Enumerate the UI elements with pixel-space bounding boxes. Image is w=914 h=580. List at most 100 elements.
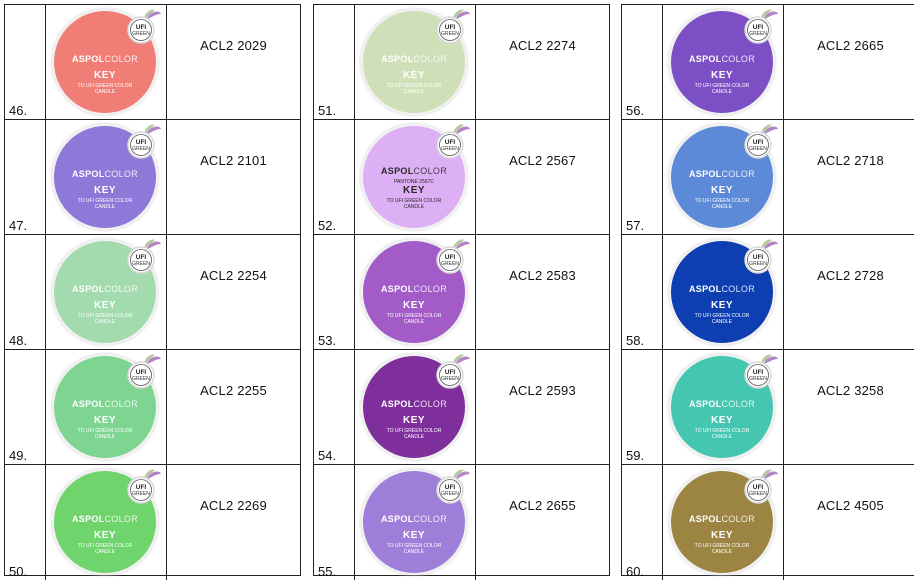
svg-text:GREEN: GREEN bbox=[441, 376, 459, 382]
ufi-green-badge-icon: UFI GREEN bbox=[127, 469, 161, 504]
catalog-row: 58. ASPOLCOLOR KEY TO UFI GREEN COLOR CAN… bbox=[622, 235, 914, 350]
swatch-cell: ASPOLCOLOR KEY TO UFI GREEN COLOR CANDLE … bbox=[354, 5, 476, 119]
key-label: KEY bbox=[93, 415, 117, 426]
svg-text:UFI: UFI bbox=[136, 139, 147, 146]
svg-text:GREEN: GREEN bbox=[441, 261, 459, 267]
ufi-green-badge-icon: UFI GREEN bbox=[436, 239, 470, 274]
catalog-row: 47. ASPOLCOLOR KEY TO UFI GREEN COLOR CAN… bbox=[5, 120, 300, 235]
color-code: ACL2 2029 bbox=[200, 37, 267, 53]
catalog-row: 53. ASPOLCOLOR KEY TO UFI GREEN COLOR CAN… bbox=[314, 235, 609, 350]
svg-text:GREEN: GREEN bbox=[749, 491, 767, 497]
brand-label: ASPOLCOLOR bbox=[71, 514, 139, 524]
catalog-row: 51. ASPOLCOLOR KEY TO UFI GREEN COLOR CAN… bbox=[314, 5, 609, 120]
key-label: KEY bbox=[402, 300, 426, 311]
item-number: 48. bbox=[9, 333, 28, 348]
item-number: 49. bbox=[9, 448, 28, 463]
ufi-green-badge-icon: UFI GREEN bbox=[436, 9, 470, 44]
color-code: ACL2 2274 bbox=[509, 37, 576, 53]
key-label: KEY bbox=[93, 70, 117, 81]
key-subtitle: TO UFI GREEN COLOR CANDLE bbox=[694, 313, 750, 325]
svg-text:GREEN: GREEN bbox=[132, 31, 150, 37]
brand-label: ASPOLCOLOR bbox=[71, 399, 139, 409]
ufi-green-badge-icon: UFI GREEN bbox=[127, 124, 161, 159]
svg-text:GREEN: GREEN bbox=[749, 261, 767, 267]
svg-text:UFI: UFI bbox=[445, 139, 456, 146]
key-label: KEY bbox=[93, 300, 117, 311]
key-subtitle: TO UFI GREEN COLOR CANDLE bbox=[694, 83, 750, 95]
svg-text:UFI: UFI bbox=[136, 369, 147, 376]
key-subtitle: TO UFI GREEN COLOR CANDLE bbox=[386, 543, 442, 555]
color-code: ACL2 2665 bbox=[817, 37, 884, 53]
ufi-green-badge-icon: UFI GREEN bbox=[744, 354, 778, 389]
color-code: ACL2 2567 bbox=[509, 152, 576, 168]
brand-label: ASPOLCOLOR bbox=[688, 54, 756, 64]
swatch-cell: ASPOLCOLOR KEY TO UFI GREEN COLOR CANDLE … bbox=[354, 350, 476, 464]
key-subtitle: TO UFI GREEN COLOR CANDLE bbox=[77, 428, 133, 440]
ufi-green-badge-icon: UFI GREEN bbox=[744, 124, 778, 159]
item-number: 47. bbox=[9, 218, 28, 233]
color-code: ACL2 2101 bbox=[200, 152, 267, 168]
key-label: KEY bbox=[402, 415, 426, 426]
color-code: ACL2 2593 bbox=[509, 382, 576, 398]
swatch-cell: ASPOLCOLOR KEY TO UFI GREEN COLOR CANDLE … bbox=[662, 120, 784, 234]
svg-text:GREEN: GREEN bbox=[441, 31, 459, 37]
catalog-row: 57. ASPOLCOLOR KEY TO UFI GREEN COLOR CAN… bbox=[622, 120, 914, 235]
swatch-cell: ASPOLCOLOR KEY TO UFI GREEN COLOR CANDLE … bbox=[45, 235, 167, 349]
key-label: KEY bbox=[402, 530, 426, 541]
svg-text:UFI: UFI bbox=[136, 254, 147, 261]
swatch-cell: PANTONE 2567C ASPOLCOLOR KEY TO UFI GREE… bbox=[354, 120, 476, 234]
ufi-green-badge-icon: UFI GREEN bbox=[127, 239, 161, 274]
catalog-row: 52. PANTONE 2567C ASPOLCOLOR KEY TO UFI … bbox=[314, 120, 609, 235]
ufi-green-badge-icon: UFI GREEN bbox=[127, 354, 161, 389]
key-subtitle: TO UFI GREEN COLOR CANDLE bbox=[386, 313, 442, 325]
ufi-green-badge-icon: UFI GREEN bbox=[744, 469, 778, 504]
swatch-cell: ASPOLCOLOR KEY TO UFI GREEN COLOR CANDLE … bbox=[662, 465, 784, 580]
brand-label: ASPOLCOLOR bbox=[688, 514, 756, 524]
brand-label: ASPOLCOLOR bbox=[380, 514, 448, 524]
key-label: KEY bbox=[710, 185, 734, 196]
swatch-cell: ASPOLCOLOR KEY TO UFI GREEN COLOR CANDLE … bbox=[354, 235, 476, 349]
catalog-row: 46. ASPOLCOLOR KEY TO UFI GREEN COLOR CAN… bbox=[5, 5, 300, 120]
svg-text:UFI: UFI bbox=[753, 139, 764, 146]
svg-text:GREEN: GREEN bbox=[132, 146, 150, 152]
item-number: 50. bbox=[9, 564, 28, 579]
catalog-row: 54. ASPOLCOLOR KEY TO UFI GREEN COLOR CAN… bbox=[314, 350, 609, 465]
color-code: ACL2 3258 bbox=[817, 382, 884, 398]
catalog-row: 48. ASPOLCOLOR KEY TO UFI GREEN COLOR CAN… bbox=[5, 235, 300, 350]
brand-label: ASPOLCOLOR bbox=[380, 54, 448, 64]
key-label: KEY bbox=[93, 530, 117, 541]
catalog-row: 59. ASPOLCOLOR KEY TO UFI GREEN COLOR CAN… bbox=[622, 350, 914, 465]
swatch-cell: ASPOLCOLOR KEY TO UFI GREEN COLOR CANDLE … bbox=[354, 465, 476, 580]
catalog-column: 51. ASPOLCOLOR KEY TO UFI GREEN COLOR CAN… bbox=[313, 4, 610, 580]
catalog-row: 50. ASPOLCOLOR KEY TO UFI GREEN COLOR CAN… bbox=[5, 465, 300, 580]
svg-text:UFI: UFI bbox=[445, 24, 456, 31]
key-subtitle: TO UFI GREEN COLOR CANDLE bbox=[386, 428, 442, 440]
svg-text:UFI: UFI bbox=[136, 484, 147, 491]
key-label: KEY bbox=[93, 185, 117, 196]
brand-label: ASPOLCOLOR bbox=[688, 284, 756, 294]
swatch-cell: ASPOLCOLOR KEY TO UFI GREEN COLOR CANDLE … bbox=[662, 350, 784, 464]
catalog-row: 56. ASPOLCOLOR KEY TO UFI GREEN COLOR CAN… bbox=[622, 5, 914, 120]
item-number: 58. bbox=[626, 333, 645, 348]
svg-text:UFI: UFI bbox=[445, 369, 456, 376]
svg-text:GREEN: GREEN bbox=[441, 146, 459, 152]
color-code: ACL2 4505 bbox=[817, 497, 884, 513]
color-code: ACL2 2583 bbox=[509, 267, 576, 283]
item-number: 59. bbox=[626, 448, 645, 463]
brand-label: ASPOLCOLOR bbox=[688, 169, 756, 179]
ufi-green-badge-icon: UFI GREEN bbox=[436, 469, 470, 504]
svg-text:GREEN: GREEN bbox=[132, 491, 150, 497]
color-code: ACL2 2269 bbox=[200, 497, 267, 513]
catalog-row: 60. ASPOLCOLOR KEY TO UFI GREEN COLOR CAN… bbox=[622, 465, 914, 580]
item-number: 53. bbox=[318, 333, 337, 348]
color-code: ACL2 2718 bbox=[817, 152, 884, 168]
item-number: 46. bbox=[9, 103, 28, 118]
key-subtitle: TO UFI GREEN COLOR CANDLE bbox=[694, 543, 750, 555]
svg-text:GREEN: GREEN bbox=[749, 146, 767, 152]
key-subtitle: TO UFI GREEN COLOR CANDLE bbox=[77, 198, 133, 210]
swatch-cell: ASPOLCOLOR KEY TO UFI GREEN COLOR CANDLE … bbox=[45, 350, 167, 464]
brand-label: ASPOLCOLOR bbox=[380, 166, 448, 176]
brand-label: ASPOLCOLOR bbox=[380, 284, 448, 294]
swatch-cell: ASPOLCOLOR KEY TO UFI GREEN COLOR CANDLE … bbox=[662, 5, 784, 119]
key-label: KEY bbox=[402, 185, 426, 196]
